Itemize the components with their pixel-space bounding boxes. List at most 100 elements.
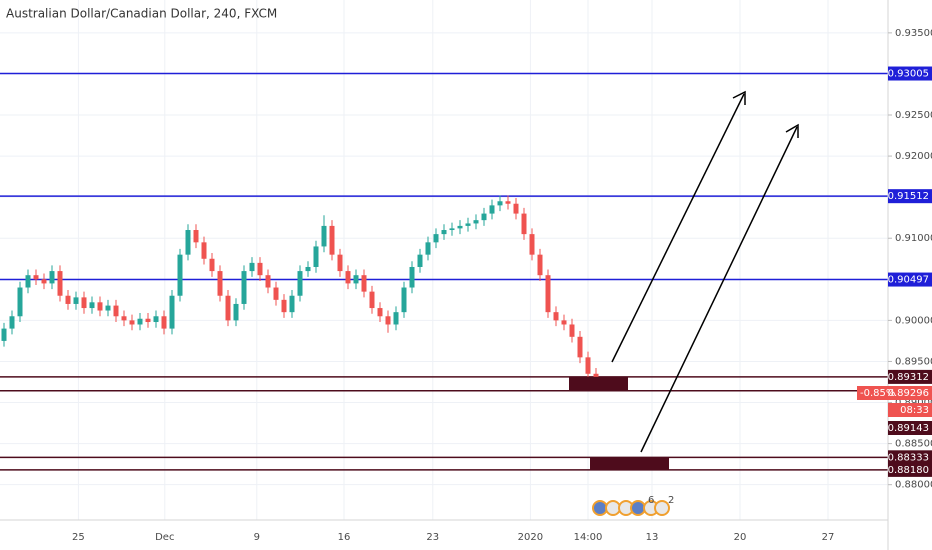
x-tick-label: 20 [734,532,747,543]
event-count: 2 [668,495,674,506]
candle-body [273,287,279,300]
candle-body [105,305,111,311]
candle-body [593,373,599,378]
zones [569,376,669,470]
candle-body [145,318,151,323]
level-label-box [888,66,932,81]
candle-body [305,266,311,272]
candle-body [497,201,503,206]
candle-body [521,213,527,235]
candle-body [185,230,191,255]
candle-body [481,213,487,221]
candle-body [169,295,175,329]
level-label-box [888,272,932,287]
candle-body [433,234,439,243]
candle-body [473,220,479,224]
level-label: 0.91512 [888,191,929,202]
event-icon[interactable] [654,500,670,516]
candle-body [425,242,431,255]
x-tick-label: 13 [646,532,659,543]
countdown-box [888,403,932,417]
candle-body [313,246,319,267]
level-label: 0.90497 [888,275,929,286]
candle-body [137,318,143,325]
level-label-box [888,189,932,204]
zone [569,376,628,391]
event-count: 6 [648,495,654,506]
candle-body [121,316,127,321]
candle-body [209,258,215,272]
candle-body [401,287,407,313]
x-tick-label: 25 [72,532,85,543]
x-tick-label: 9 [254,532,260,543]
level-labels: 0.93005 0.91512 0.90497 0.89312 0.89143 0.883… [888,66,932,477]
countdown: 08:33 [900,405,929,416]
level-label: 0.93005 [888,69,929,80]
candle-body [337,254,343,272]
candle-body [1,328,7,341]
candle-body [65,295,71,304]
level-label-box [888,369,932,384]
event-icon[interactable] [605,500,621,516]
candle-body [377,308,383,317]
candle-body [217,271,223,296]
candle-body [361,275,367,292]
candle-body [393,312,399,325]
candle-body [569,324,575,337]
arrow [611,93,745,363]
candles [1,195,599,382]
candle-body [281,299,287,313]
x-tick-label: 2020 [518,532,543,543]
arrows [611,90,799,453]
y-tick-label: 0.93500 [895,28,932,39]
candle-body [537,254,543,276]
candle-body [289,295,295,313]
arrow-head [732,90,746,105]
candle-body [129,320,135,325]
candle-body [193,230,199,243]
candle-body [489,205,495,214]
level-label: 0.88333 [888,452,929,463]
candle-body [89,302,95,309]
candle-body [73,297,79,304]
candle-body [265,275,271,288]
candle-body [177,254,183,296]
level-label: 0.89312 [888,372,929,383]
x-tick-label: Dec [155,532,174,543]
last-price-label: 0.89296 [888,388,929,399]
zone [590,457,669,470]
level-label-box [888,462,932,477]
candle-body [33,275,39,280]
candle-body [329,225,335,255]
candle-body [553,312,559,321]
candle-body [113,305,119,317]
candle-body [161,316,167,329]
candle-body [49,271,55,284]
event-icon[interactable] [592,500,608,516]
candle-body [41,279,47,284]
candle-body [441,230,447,235]
arrow-head [785,123,799,138]
candle-body [585,357,591,374]
level-label: 0.89143 [888,423,929,434]
candle-body [577,336,583,358]
x-tick-label: 23 [426,532,439,543]
level-label-box [888,421,932,435]
candle-body [233,303,239,321]
candle-body [529,234,535,255]
last-price: -0.85% 0.89296 08:33 [857,386,932,417]
candle-body [409,266,415,288]
candle-body [345,271,351,284]
event-icon[interactable] [630,500,646,516]
candle-body [241,271,247,304]
x-tick-label: 16 [338,532,351,543]
last-price-box [857,386,932,400]
candle-body [9,316,15,329]
candle-body [353,275,359,284]
candle-body [545,275,551,313]
chart-title: Australian Dollar/Canadian Dollar, 240, … [6,7,277,21]
